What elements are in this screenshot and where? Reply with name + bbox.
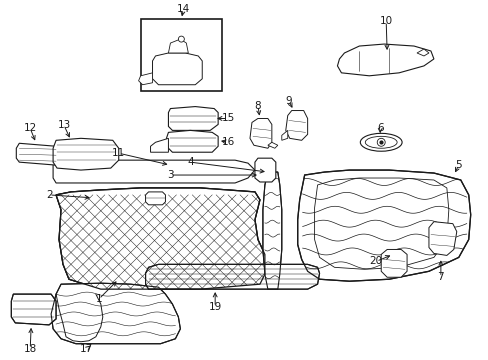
Ellipse shape [360, 133, 401, 151]
Text: 3: 3 [167, 170, 173, 180]
Text: 11: 11 [112, 148, 125, 158]
Polygon shape [150, 138, 168, 152]
Text: 20: 20 [369, 256, 382, 266]
Text: 9: 9 [285, 96, 291, 105]
Polygon shape [51, 283, 180, 344]
Polygon shape [267, 142, 277, 148]
Circle shape [376, 138, 385, 146]
Polygon shape [263, 172, 281, 289]
Polygon shape [145, 264, 319, 289]
Polygon shape [416, 49, 428, 56]
Polygon shape [281, 130, 287, 140]
Polygon shape [168, 107, 218, 130]
Polygon shape [254, 158, 275, 182]
Text: 13: 13 [57, 121, 70, 130]
Polygon shape [337, 44, 433, 76]
Polygon shape [249, 118, 271, 148]
Text: 6: 6 [376, 123, 383, 134]
Text: 4: 4 [186, 157, 193, 167]
Text: 10: 10 [379, 16, 392, 26]
Polygon shape [381, 249, 406, 277]
Bar [141, 19, 222, 91]
Text: 19: 19 [208, 302, 222, 312]
Polygon shape [53, 138, 119, 170]
Polygon shape [56, 188, 264, 289]
Text: 12: 12 [23, 123, 37, 134]
Circle shape [178, 36, 184, 42]
Polygon shape [428, 222, 456, 255]
Polygon shape [297, 170, 470, 281]
Ellipse shape [365, 136, 396, 148]
Text: 7: 7 [437, 272, 443, 282]
Text: 5: 5 [454, 160, 461, 170]
Polygon shape [145, 192, 165, 205]
Text: 18: 18 [23, 344, 37, 354]
Text: 1: 1 [95, 294, 102, 304]
Text: 8: 8 [254, 100, 261, 111]
Text: 15: 15 [221, 113, 234, 123]
Polygon shape [11, 294, 56, 325]
Polygon shape [138, 73, 152, 85]
Text: 2: 2 [46, 190, 52, 200]
Polygon shape [285, 111, 307, 140]
Polygon shape [168, 39, 188, 53]
Text: 16: 16 [221, 137, 234, 147]
Polygon shape [166, 130, 218, 152]
Text: 17: 17 [80, 344, 93, 354]
Text: 14: 14 [176, 4, 189, 14]
Polygon shape [152, 53, 202, 85]
Polygon shape [16, 143, 59, 165]
Polygon shape [53, 160, 254, 183]
